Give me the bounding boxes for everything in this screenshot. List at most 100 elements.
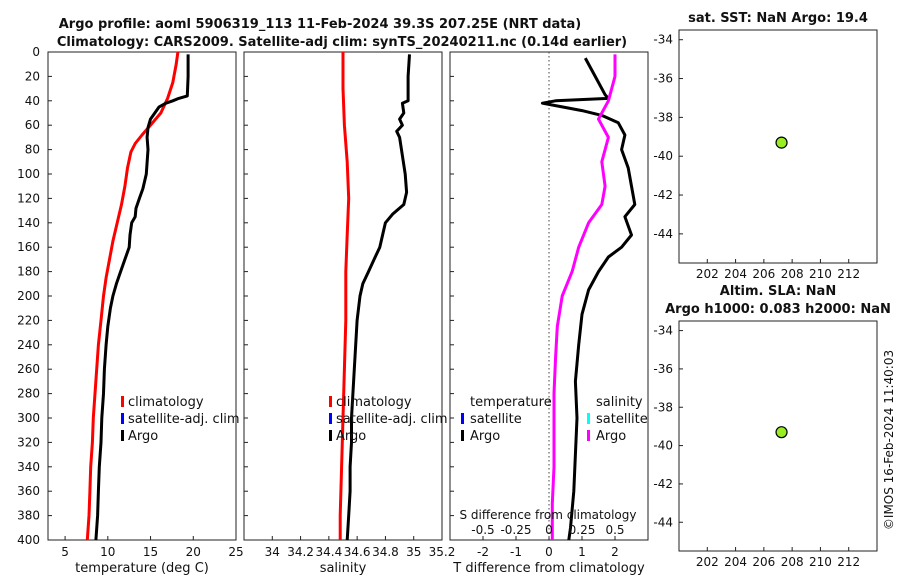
sst-map-ytick-label: -42	[653, 188, 673, 202]
depth-tick-label: 380	[17, 509, 40, 523]
depth-tick-label: 220	[17, 313, 40, 327]
temperature-xtick-label: 5	[61, 545, 69, 559]
salinity-legend-swatch	[329, 396, 332, 407]
difference-legend-title-salinity: salinity	[596, 395, 643, 410]
temperature-legend-label: Argo	[128, 429, 158, 444]
sla-map-xtick-label: 202	[696, 555, 719, 569]
temperature-xlabel: temperature (deg C)	[75, 561, 209, 576]
watermark: ©IMOS 16-Feb-2024 11:40:03	[882, 350, 896, 530]
difference-xtick-label: 0	[545, 545, 553, 559]
sst-map-axes-frame	[678, 29, 878, 264]
difference-xtick-top-label: 0	[545, 523, 553, 537]
sla-map-xtick-label: 204	[724, 555, 747, 569]
salinity-xtick-label: 35	[406, 545, 421, 559]
depth-tick-label: 260	[17, 362, 40, 376]
sla-map-title: Altim. SLA: NaN	[720, 284, 836, 299]
temperature-axes-frame	[47, 51, 237, 541]
sla-map-xtick-label: 208	[781, 555, 804, 569]
temperature-series-climatology	[85, 51, 180, 541]
sst-map-ytick-label: -34	[653, 33, 673, 47]
sla-map-ytick-label: -34	[653, 324, 673, 338]
salinity-xtick-label: 34.4	[315, 545, 342, 559]
salinity-legend-swatch	[329, 413, 332, 424]
sst-map-xtick-label: 212	[837, 267, 860, 281]
depth-tick-label: 280	[17, 387, 40, 401]
salinity-legend-label: satellite-adj. clim	[336, 412, 448, 427]
difference-xtick-top-label: -0.25	[500, 523, 531, 537]
depth-tick-label: 240	[17, 338, 40, 352]
sla-map-ytick-label: -40	[653, 439, 673, 453]
difference-legend-label-s: Argo	[596, 429, 626, 444]
salinity-xtick-label: 35.2	[429, 545, 456, 559]
difference-legend-swatch-t	[461, 413, 464, 424]
depth-tick-label: 40	[25, 94, 40, 108]
temperature-legend-swatch	[121, 430, 124, 441]
difference-xtick-label: 1	[578, 545, 586, 559]
difference-xtick-top-label: 0.25	[569, 523, 596, 537]
depth-tick-label: 160	[17, 240, 40, 254]
difference-series-t-difference-argo	[540, 57, 637, 541]
temperature-legend-label: climatology	[128, 395, 204, 410]
depth-tick-label: 320	[17, 435, 40, 449]
sst-map-ytick-label: -40	[653, 149, 673, 163]
difference-legend-title-temperature: temperature	[470, 395, 552, 410]
sla-map-argo-location-marker	[775, 426, 788, 439]
temperature-xtick-label: 15	[143, 545, 158, 559]
sst-map-xtick-label: 206	[752, 267, 775, 281]
depth-tick-label: 200	[17, 289, 40, 303]
sst-map-argo-location-marker	[775, 136, 788, 149]
depth-tick-label: 80	[25, 143, 40, 157]
sst-map-ytick-label: -36	[653, 72, 673, 86]
figure-title-line2: Climatology: CARS2009. Satellite-adj cli…	[57, 35, 627, 50]
depth-tick-label: 140	[17, 216, 40, 230]
difference-series-s-difference-argo	[550, 54, 617, 540]
depth-tick-label: 20	[25, 69, 40, 83]
temperature-xtick-label: 10	[100, 545, 115, 559]
salinity-legend-label: Argo	[336, 429, 366, 444]
sst-map-xtick-label: 204	[724, 267, 747, 281]
difference-xlabel-top: S difference from climatology	[460, 508, 637, 522]
depth-tick-label: 0	[32, 45, 40, 59]
salinity-xlabel: salinity	[320, 561, 367, 576]
difference-legend-swatch-s	[587, 430, 590, 441]
salinity-series-argo	[345, 54, 411, 541]
salinity-xtick-label: 34	[265, 545, 280, 559]
difference-xtick-label: -1	[510, 545, 522, 559]
difference-legend-label-t: Argo	[470, 429, 500, 444]
depth-tick-label: 340	[17, 460, 40, 474]
temperature-legend-swatch	[121, 413, 124, 424]
difference-legend-label-s: satellite	[596, 412, 648, 427]
sla-map-ytick-label: -44	[653, 515, 673, 529]
sla-map-subtitle: Argo h1000: 0.083 h2000: NaN	[665, 302, 891, 317]
salinity-series-climatology	[338, 52, 351, 540]
sla-map-ytick-label: -42	[653, 477, 673, 491]
temperature-series-argo	[94, 54, 190, 541]
depth-tick-label: 100	[17, 167, 40, 181]
sst-map-xtick-label: 208	[781, 267, 804, 281]
difference-legend-swatch-s	[587, 413, 590, 424]
temperature-xtick-label: 20	[186, 545, 201, 559]
salinity-xtick-label: 34.2	[287, 545, 314, 559]
sla-map-xtick-label: 212	[837, 555, 860, 569]
sla-map-ytick-label: -38	[653, 400, 673, 414]
figure-title-line1: Argo profile: aoml 5906319_113 11-Feb-20…	[59, 17, 581, 32]
sst-map-xtick-label: 202	[696, 267, 719, 281]
depth-tick-label: 120	[17, 191, 40, 205]
sst-map-ytick-label: -38	[653, 110, 673, 124]
difference-xtick-top-label: 0.5	[605, 523, 624, 537]
salinity-legend-label: climatology	[336, 395, 412, 410]
sst-map-ytick-label: -44	[653, 227, 673, 241]
temperature-legend-swatch	[121, 396, 124, 407]
sla-map-axes-frame	[678, 320, 878, 552]
depth-tick-label: 60	[25, 118, 40, 132]
depth-tick-label: 180	[17, 265, 40, 279]
salinity-xtick-label: 34.6	[344, 545, 371, 559]
depth-tick-label: 300	[17, 411, 40, 425]
sla-map-ytick-label: -36	[653, 362, 673, 376]
salinity-xtick-label: 34.8	[372, 545, 399, 559]
difference-legend-label-t: satellite	[470, 412, 522, 427]
sla-map-xtick-label: 210	[809, 555, 832, 569]
salinity-legend-swatch	[329, 430, 332, 441]
depth-tick-label: 360	[17, 484, 40, 498]
